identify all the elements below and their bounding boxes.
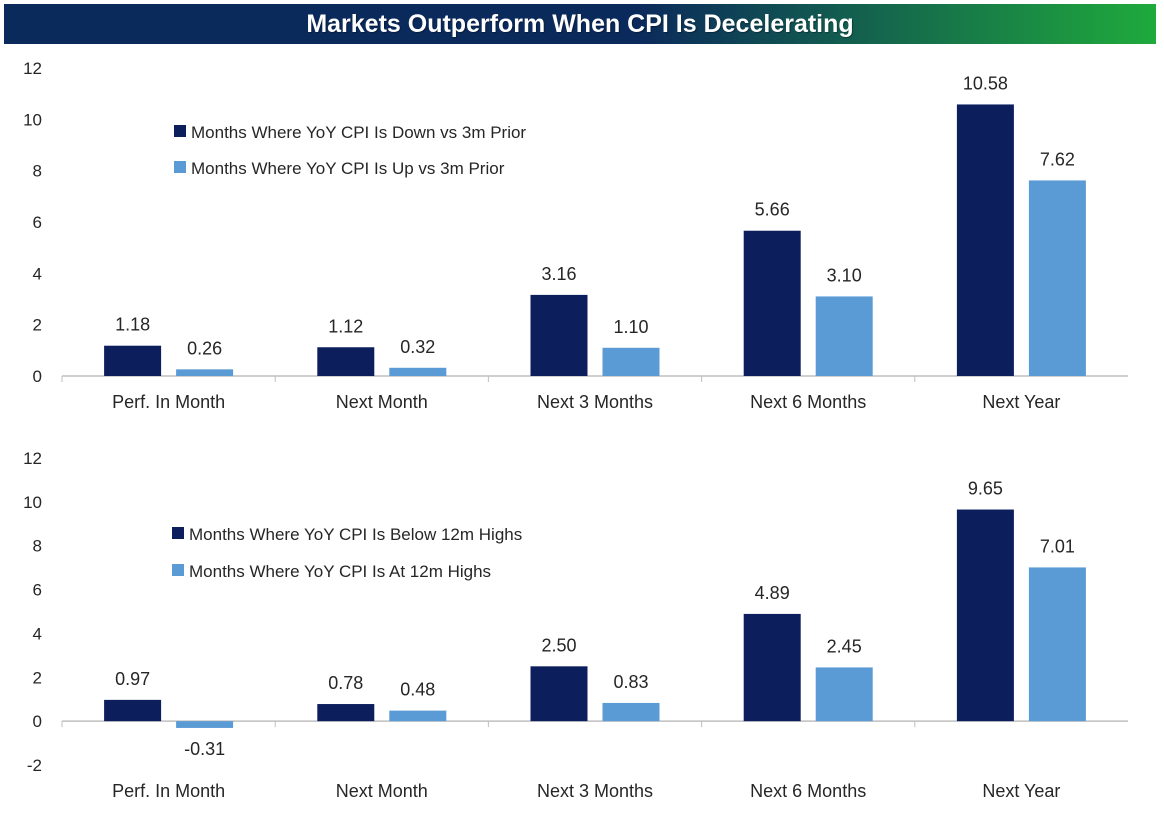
- bar: [815, 296, 873, 376]
- data-label: 4.89: [755, 583, 790, 603]
- bar: [815, 667, 873, 722]
- bar: [176, 369, 234, 376]
- y-tick-label: 6: [33, 213, 42, 232]
- data-label: 5.66: [755, 200, 790, 220]
- data-label: 1.18: [115, 315, 150, 335]
- bar: [104, 345, 162, 376]
- legend-label: Months Where YoY CPI Is Up vs 3m Prior: [191, 159, 505, 178]
- y-tick-label: 6: [33, 581, 42, 600]
- data-label: 0.32: [400, 337, 435, 357]
- legend-swatch: [174, 125, 186, 137]
- category-label: Next 6 Months: [750, 781, 866, 801]
- bar: [956, 104, 1014, 377]
- y-tick-label: 10: [23, 110, 42, 129]
- bar: [530, 294, 588, 376]
- data-label: 3.16: [541, 264, 576, 284]
- y-tick-label: 8: [33, 162, 42, 181]
- bar: [743, 230, 801, 376]
- bar: [1028, 180, 1086, 376]
- data-label: -0.31: [184, 739, 225, 759]
- bar: [317, 347, 375, 376]
- y-tick-label: -2: [27, 756, 42, 775]
- category-label: Perf. In Month: [112, 781, 225, 801]
- category-label: Next Year: [982, 781, 1060, 801]
- y-tick-label: 4: [33, 624, 42, 643]
- y-tick-label: 10: [23, 493, 42, 512]
- legend-label: Months Where YoY CPI Is At 12m Highs: [189, 562, 491, 581]
- category-label: Next 6 Months: [750, 392, 866, 412]
- legend-label: Months Where YoY CPI Is Below 12m Highs: [189, 525, 522, 544]
- bar: [1028, 567, 1086, 722]
- top-chart: 0 2 4 6 8 10 12 Perf. In Month 1.18 0.26 Next Mont…: [23, 59, 1128, 412]
- y-tick-label: 4: [33, 264, 42, 283]
- bar: [530, 666, 588, 722]
- y-tick-label: 2: [33, 316, 42, 335]
- y-tick-label: 12: [23, 449, 42, 468]
- category-label: Next Year: [982, 392, 1060, 412]
- data-label: 7.01: [1040, 536, 1075, 556]
- legend-label: Months Where YoY CPI Is Down vs 3m Prior: [191, 123, 526, 142]
- data-label: 0.83: [613, 672, 648, 692]
- category-label: Perf. In Month: [112, 392, 225, 412]
- category-label: Next 3 Months: [537, 392, 653, 412]
- legend-swatch: [172, 564, 184, 576]
- bar: [389, 367, 447, 376]
- y-tick-label: 0: [33, 712, 42, 731]
- legend-swatch: [174, 161, 186, 173]
- category-label: Next Month: [336, 781, 428, 801]
- data-label: 2.50: [541, 635, 576, 655]
- legend-swatch: [172, 527, 184, 539]
- bar: [317, 704, 375, 722]
- data-label: 0.48: [400, 680, 435, 700]
- y-tick-label: 12: [23, 59, 42, 78]
- data-label: 1.12: [328, 316, 363, 336]
- chart-title: Markets Outperform When CPI Is Decelerat…: [4, 4, 1156, 44]
- y-tick-label: 2: [33, 668, 42, 687]
- bar: [104, 699, 162, 722]
- data-label: 7.62: [1040, 149, 1075, 169]
- category-label: Next Month: [336, 392, 428, 412]
- bar: [602, 347, 660, 376]
- data-label: 1.10: [613, 317, 648, 337]
- bar: [602, 702, 660, 722]
- bar: [389, 710, 447, 722]
- data-label: 3.10: [827, 265, 862, 285]
- bar: [176, 721, 234, 728]
- bottom-chart: -2 0 2 4 6 8 10 12 Perf. In Month 0.97 -0.31 Next M…: [23, 449, 1128, 801]
- category-label: Next 3 Months: [537, 781, 653, 801]
- data-label: 0.78: [328, 673, 363, 693]
- data-label: 0.26: [187, 338, 222, 358]
- data-label: 9.65: [968, 479, 1003, 499]
- data-label: 10.58: [963, 73, 1008, 93]
- data-label: 0.97: [115, 669, 150, 689]
- bar: [956, 509, 1014, 722]
- y-tick-label: 8: [33, 537, 42, 556]
- data-label: 2.45: [827, 636, 862, 656]
- bar: [743, 613, 801, 722]
- y-tick-label: 0: [33, 367, 42, 386]
